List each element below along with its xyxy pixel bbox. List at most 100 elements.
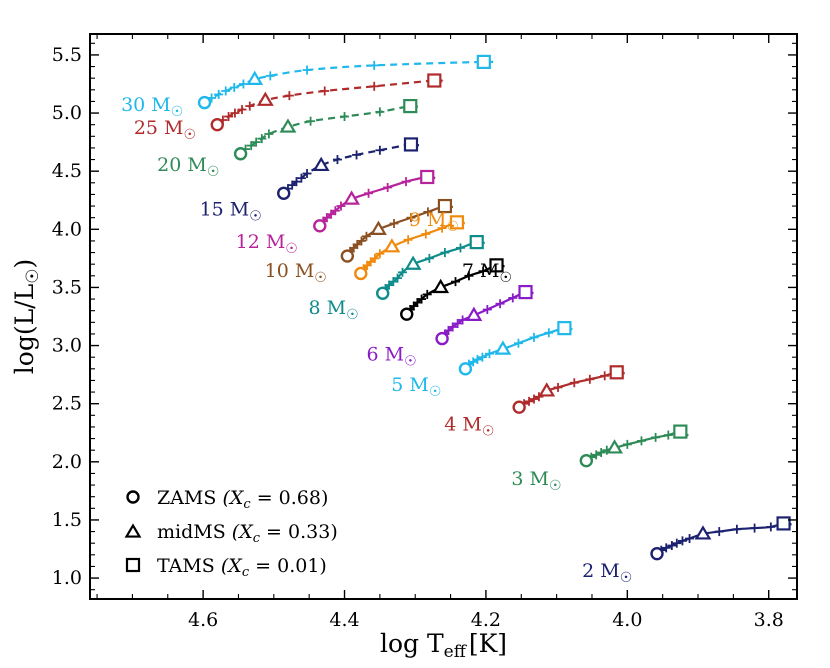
track-tick-mark [224,112,234,122]
track-tick-mark [585,374,595,384]
midms-marker [606,439,624,454]
y-tick-label: 2.0 [52,451,82,473]
track-tick-mark [622,439,632,449]
y-tick-label: 4.0 [52,218,82,240]
sun-symbol: ☉ [404,354,417,370]
track-tick-mark [370,253,380,263]
sun-symbol: ☉ [549,478,562,494]
mass-label-4: 4 M☉ [444,413,494,439]
track-tick-mark [340,112,350,122]
track-tick-mark [422,289,432,299]
midms-marker [694,525,712,540]
track-tick-mark [352,150,362,160]
track-tick-mark [265,71,275,81]
midms-marker [383,238,401,253]
zams-marker [313,219,327,233]
x-tick-label: 4.0 [612,609,642,631]
track-tick-mark [401,177,411,187]
track-tick-mark [534,392,544,402]
track-tick-mark [440,248,450,258]
mass-label-value: 6 M [366,344,404,366]
track-line [518,371,625,409]
sun-symbol: ☉ [285,241,298,257]
track-6-msun [435,284,534,346]
mass-label-7: 7 M☉ [462,260,512,286]
legend-entry-triangle: midMS (Xc = 0.33) [157,521,338,546]
track-tick-mark [361,231,371,241]
legend-sub: c [253,531,261,546]
track-tick-mark [406,213,416,223]
track-tick-mark [302,65,312,75]
track-tick-mark [383,182,393,192]
track-2-msun [650,516,792,561]
tams-marker [403,137,419,152]
track-3-msun [579,424,689,468]
midms-marker [256,91,274,106]
track-tick-mark [663,430,673,440]
track-tick-mark [364,188,374,198]
mass-label-value: 3 M [511,468,549,490]
legend: ZAMS (Xc = 0.68)midMS (Xc = 0.33)TAMS (X… [124,487,338,580]
y-tick-label: 5.0 [52,102,82,124]
axes: 4.6 4.4 4.2 4.0 3.8 1.0 1.5 2.0 2.5 3.0 3.5 4.0 4.5 5… [52,33,798,631]
track-tick-mark [424,253,434,263]
zams-marker [400,307,414,321]
track-tick-mark [766,522,776,532]
zams-marker [197,95,212,110]
zams-marker [579,453,594,468]
track-tick-mark [529,332,539,342]
track-tick-mark [591,450,601,460]
track-tick-mark [238,79,248,89]
mass-label-value: 20 M [157,154,207,176]
track-tick-mark [291,177,301,187]
legend-label: TAMS [157,555,221,577]
y-tick-label: 2.5 [52,393,82,415]
track-tick-mark [477,352,487,362]
track-tick-mark [257,134,267,144]
mass-label-2: 2 M☉ [582,560,632,586]
track-tick-mark [513,338,523,348]
zams-marker [340,249,355,263]
mass-label-value: 10 M [265,260,315,282]
mass-label-25: 25 M☉ [134,117,196,143]
midms-marker [370,220,387,235]
track-tick-mark [672,538,682,548]
mass-label-10: 10 M☉ [265,260,327,286]
track-tick-mark [651,432,661,442]
mass-label-9: 9 M☉ [409,209,459,235]
track-tick-mark [375,107,385,117]
mass-label-12: 12 M☉ [236,231,298,257]
track-tick-mark [237,105,247,115]
track-tick-mark [369,81,379,91]
track-9-msun [354,215,466,281]
tams-marker [518,284,533,300]
track-line [464,326,573,370]
y-axis-label: log(L/L☉) [10,259,43,374]
zams-marker [354,266,368,281]
legend-zams-marker [126,490,140,504]
zams-marker [512,400,526,414]
legend-entry-square: TAMS (Xc = 0.01) [157,555,327,580]
track-tick-mark [464,271,474,281]
track-tick-mark [389,218,399,228]
track-tick-mark [375,145,385,155]
track-tick-mark [417,294,427,304]
track-tick-mark [451,277,461,287]
track-tick-mark [714,527,724,537]
track-tick-mark [356,236,366,246]
legend-label: ZAMS [157,487,222,509]
sun-symbol: ☉ [249,208,262,224]
x-tick-label: 4.6 [188,609,218,631]
mass-label-5: 5 M☉ [391,374,441,400]
track-tick-mark [596,448,606,458]
midms-marker [432,278,450,294]
tams-marker [449,215,465,230]
track-tick-mark [251,137,261,147]
sun-symbol: ☉ [171,104,184,120]
mass-label-value: 12 M [236,231,286,253]
track-tick-mark [296,173,306,183]
legend-sub: c [242,565,250,580]
mass-label-value: 25 M [134,117,184,139]
track-7-msun [400,258,505,321]
